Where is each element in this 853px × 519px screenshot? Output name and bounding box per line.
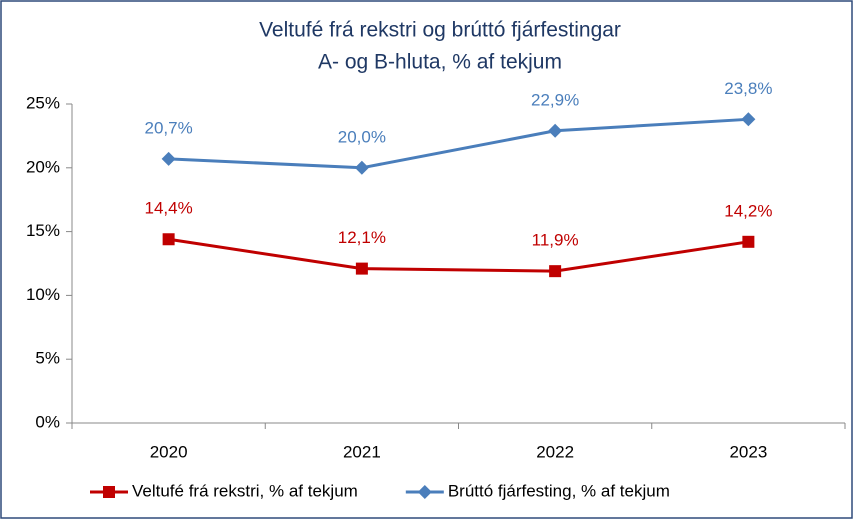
chart-title: Veltufé frá rekstri og brúttó fjárfestin… <box>259 19 621 42</box>
marker <box>548 123 563 138</box>
data-label: 20,0% <box>338 127 386 146</box>
data-label: 11,9% <box>532 231 579 250</box>
x-tick-label: 2020 <box>150 442 188 461</box>
data-label: 12,1% <box>338 228 386 247</box>
data-label: 23,8% <box>724 79 772 98</box>
marker <box>742 235 755 248</box>
marker <box>355 262 368 275</box>
y-tick-label: 25% <box>26 93 60 112</box>
marker <box>741 112 756 127</box>
y-tick-label: 5% <box>35 349 60 368</box>
y-tick-label: 15% <box>26 221 60 240</box>
x-tick-label: 2021 <box>343 442 381 461</box>
series-line <box>168 117 749 170</box>
data-label: 14,2% <box>724 201 772 220</box>
y-tick-label: 20% <box>26 157 60 176</box>
series-line <box>168 237 749 273</box>
data-label: 20,7% <box>145 118 193 137</box>
y-tick-label: 0% <box>35 412 60 431</box>
marker <box>103 486 115 498</box>
marker <box>162 233 175 246</box>
legend-label: Brúttó fjárfesting, % af tekjum <box>448 481 670 500</box>
marker <box>354 160 369 175</box>
legend-label: Veltufé frá rekstri, % af tekjum <box>132 481 358 500</box>
y-tick-label: 10% <box>26 285 60 304</box>
marker <box>549 265 562 278</box>
data-label: 14,4% <box>145 199 193 218</box>
marker <box>161 151 176 166</box>
chart-subtitle: A- og B-hluta, % af tekjum <box>318 51 562 74</box>
marker <box>417 485 432 499</box>
x-tick-label: 2023 <box>729 442 767 461</box>
x-tick-label: 2022 <box>536 442 574 461</box>
data-label: 22,9% <box>531 90 579 109</box>
